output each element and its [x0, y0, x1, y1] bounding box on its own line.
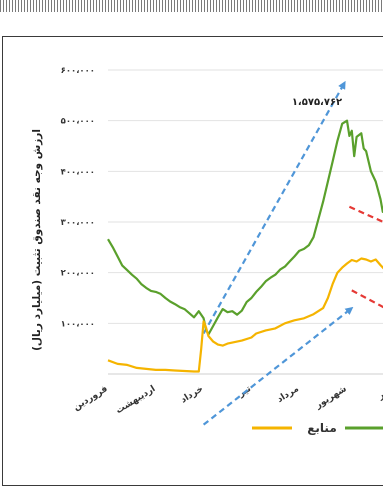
y-tick-label: ۳۰۰،۰۰۰ [61, 218, 95, 228]
series-line [107, 257, 383, 373]
legend-label: منابع [307, 421, 337, 435]
y-axis-label-group: ارزش وجه نقد صندوق تثبیت (میلیارد ریال) [31, 129, 43, 351]
peak-value-label: ۱،۵۷۵،۷۶۲ [292, 97, 342, 108]
trend-arrow [202, 80, 346, 335]
x-axis-ticks: فروردیناردیبهشتخردادتیرمردادشهریورمهر [72, 384, 383, 416]
y-tick-label: ۲۰۰،۰۰۰ [61, 269, 95, 279]
series-line [107, 119, 383, 336]
y-axis-label: ارزش وجه نقد صندوق تثبیت (میلیارد ریال) [31, 129, 43, 351]
x-tick-label: شهریور [313, 384, 349, 411]
x-tick-label: خرداد [179, 384, 205, 405]
top-edge-strip [0, 0, 383, 12]
y-tick-label: ۶۰۰،۰۰۰ [61, 66, 95, 76]
trend-arrow [351, 289, 383, 309]
y-tick-label: ۱۰۰،۰۰۰ [61, 319, 95, 329]
x-tick-label: مرداد [276, 384, 301, 405]
trend-arrow [202, 306, 354, 426]
gridlines [108, 69, 383, 324]
chart-frame [2, 36, 383, 486]
trend-arrows [202, 80, 383, 426]
x-tick-label: مهر [376, 384, 383, 402]
y-axis-ticks: ۱۰۰،۰۰۰ ۲۰۰،۰۰۰ ۳۰۰،۰۰۰ ۴۰۰،۰۰۰ ۵۰۰،۰۰۰ ۶۰۰،۰… [61, 66, 95, 329]
legend: منابع [252, 421, 383, 435]
y-tick-label: ۴۰۰،۰۰۰ [61, 167, 95, 177]
peak-annotation: ۱،۵۷۵،۷۶۲ [292, 97, 342, 108]
x-tick-label: فروردین [72, 384, 110, 413]
x-tick-label: اردیبهشت [114, 384, 157, 416]
series-lines [107, 119, 383, 373]
y-tick-label: ۵۰۰،۰۰۰ [61, 117, 95, 127]
trend-arrow [348, 205, 383, 224]
